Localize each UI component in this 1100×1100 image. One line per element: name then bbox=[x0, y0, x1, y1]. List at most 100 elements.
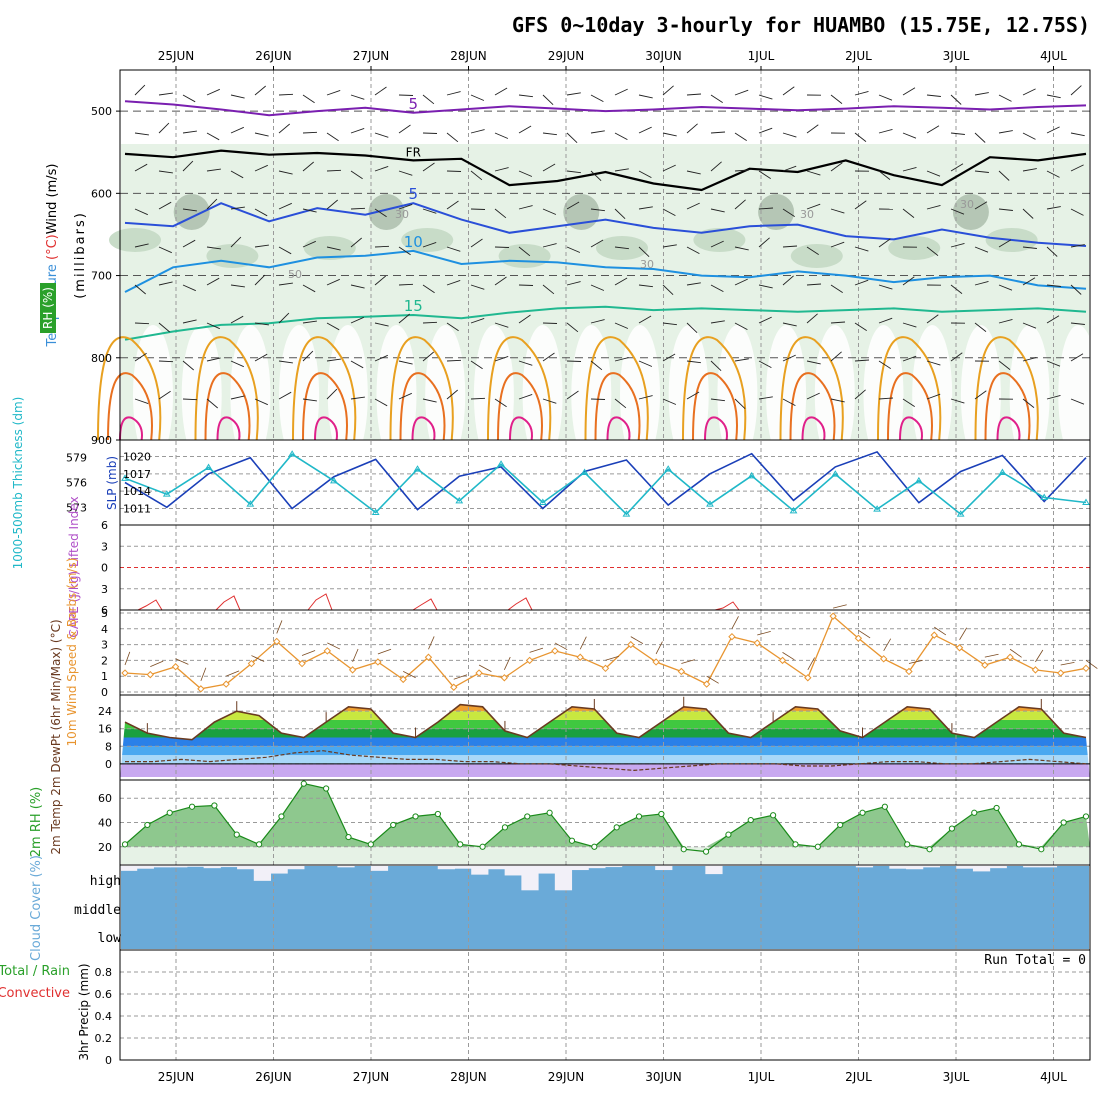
wind-barb-10m bbox=[731, 616, 739, 629]
wind-barb bbox=[638, 126, 652, 134]
wind-barb-10m bbox=[453, 674, 468, 680]
wind-barb bbox=[374, 354, 388, 362]
cloud-bar-high bbox=[136, 866, 154, 869]
wind-barb bbox=[830, 94, 843, 104]
wind-barb bbox=[926, 125, 940, 134]
pressure-tick-label: 900 bbox=[91, 434, 112, 447]
wind-speed-point bbox=[273, 637, 281, 646]
wind-speed-point bbox=[121, 669, 129, 677]
wind-barb-10m bbox=[1085, 659, 1098, 669]
wind-barb bbox=[590, 360, 603, 371]
rh2m-point bbox=[501, 824, 509, 831]
warm-contour-2 bbox=[216, 416, 241, 441]
wind-speed-point bbox=[627, 640, 635, 649]
wind-barb bbox=[734, 278, 748, 286]
wind-barb bbox=[326, 132, 339, 142]
wind-speed-point bbox=[702, 680, 711, 688]
rh2m-point bbox=[479, 843, 486, 850]
rh2m-point bbox=[680, 846, 687, 853]
warm-contour-2 bbox=[704, 416, 728, 441]
wind-barb bbox=[278, 360, 293, 364]
rh2m-point bbox=[859, 809, 866, 816]
warm-contour-1 bbox=[984, 372, 1031, 441]
rh-dry-plume bbox=[230, 325, 271, 465]
wind-speed-point bbox=[955, 644, 964, 652]
wind-barb bbox=[710, 320, 725, 324]
wind-barb bbox=[638, 360, 653, 367]
wind-barb bbox=[614, 398, 627, 409]
wind-barb bbox=[806, 283, 822, 286]
wind-speed-point bbox=[222, 680, 230, 688]
legend-part: Wind (m/s) bbox=[45, 164, 60, 235]
wind-barb bbox=[1070, 322, 1085, 325]
wind-speed-point bbox=[879, 655, 888, 663]
cloud-bar-high bbox=[705, 866, 723, 875]
wind-barb-10m bbox=[251, 655, 265, 662]
wind-barb bbox=[206, 357, 221, 362]
wind-barb bbox=[566, 246, 581, 253]
rh2m-point bbox=[568, 837, 576, 844]
wind-barb bbox=[158, 360, 174, 363]
wind-barb bbox=[662, 132, 677, 137]
wind-barb bbox=[638, 246, 650, 258]
temp-band bbox=[120, 719, 1090, 729]
wind-barb bbox=[326, 358, 341, 362]
date-label-top: 30JUN bbox=[645, 49, 682, 63]
wind-barb bbox=[758, 237, 770, 248]
wind-barb bbox=[350, 127, 365, 134]
rh2m-point bbox=[881, 803, 888, 810]
wind-barb bbox=[134, 84, 146, 96]
wind-barb bbox=[950, 208, 965, 215]
wind-barb bbox=[182, 284, 196, 292]
rh-dry-plume bbox=[522, 325, 563, 465]
wind-barb bbox=[350, 396, 365, 400]
wind-barb bbox=[830, 321, 846, 324]
cloud-background bbox=[121, 866, 1089, 949]
wind-barb-10m bbox=[605, 655, 620, 661]
wind-barb bbox=[446, 132, 459, 143]
wind-barb bbox=[1070, 284, 1082, 295]
wind-barb bbox=[782, 208, 795, 217]
wind-barb bbox=[974, 132, 986, 143]
wind-speed-point bbox=[525, 656, 534, 665]
cloud-bar-high bbox=[571, 866, 589, 871]
rh2m-axis-label: 2m RH (%) bbox=[29, 787, 44, 858]
wind-barb bbox=[926, 314, 939, 324]
rh2m-line bbox=[124, 782, 1087, 853]
wind-barb bbox=[374, 245, 390, 248]
wind-barb bbox=[254, 398, 268, 406]
wind-barb bbox=[734, 89, 749, 96]
thickness-point bbox=[956, 510, 965, 517]
wind-barb-10m bbox=[301, 650, 316, 656]
rh2m-point bbox=[412, 813, 419, 820]
wind-barb bbox=[470, 397, 486, 400]
wind-barb bbox=[614, 322, 629, 329]
wind-barb bbox=[638, 315, 652, 324]
wind-barb bbox=[494, 355, 509, 362]
rh-moist-core bbox=[758, 194, 795, 230]
wind-barb bbox=[1046, 170, 1060, 178]
thickness-point bbox=[873, 505, 881, 512]
cloud-axis-label: Cloud Cover (%) bbox=[29, 855, 44, 961]
wind-barb bbox=[542, 208, 557, 215]
warm-contour-1 bbox=[399, 372, 446, 441]
wind-barb bbox=[758, 360, 772, 368]
wind-barb bbox=[182, 208, 197, 212]
wind-barb bbox=[206, 277, 220, 286]
wind-barb bbox=[902, 208, 915, 218]
wind-barb bbox=[542, 132, 557, 136]
rh2m-point bbox=[792, 841, 799, 848]
date-label-bottom: 28JUN bbox=[450, 1070, 487, 1084]
wind-barb bbox=[830, 241, 845, 248]
wind-barb bbox=[182, 360, 194, 371]
wind-barb bbox=[134, 132, 149, 136]
wind-tick-label: 2 bbox=[101, 654, 108, 667]
wind-barb-10m bbox=[579, 636, 587, 650]
thickness-point bbox=[1040, 493, 1049, 500]
wind-barb bbox=[206, 132, 220, 141]
wind-barb bbox=[422, 94, 435, 105]
warm-contour-0 bbox=[584, 336, 649, 441]
wind-barb bbox=[854, 200, 867, 210]
wind-barb bbox=[326, 89, 341, 96]
wind-barb bbox=[710, 161, 722, 172]
